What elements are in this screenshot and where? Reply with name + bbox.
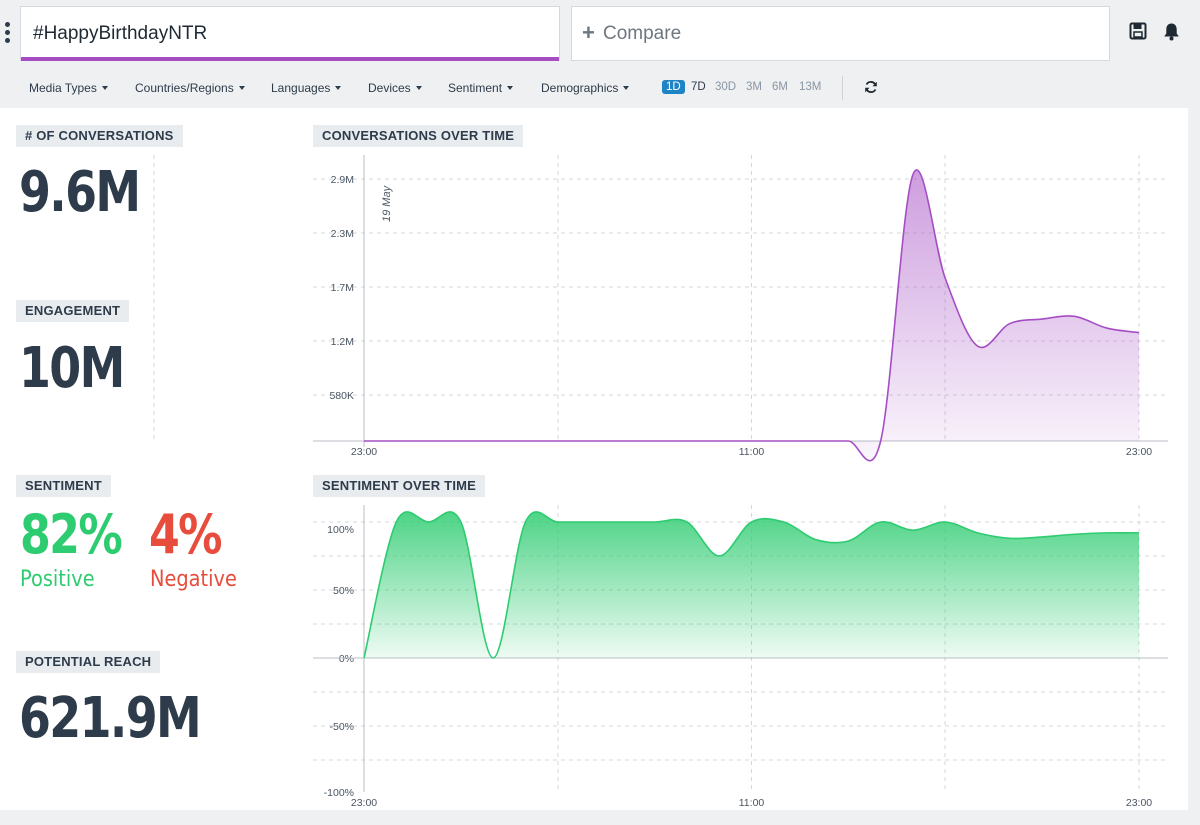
filter-label: Sentiment: [448, 81, 503, 95]
bell-icon[interactable]: [1162, 22, 1184, 44]
filter-media-types[interactable]: Media Types: [29, 81, 108, 95]
positive-value: 82%: [20, 503, 123, 566]
query-underline: [21, 57, 559, 61]
filter-demographics[interactable]: Demographics: [541, 81, 630, 95]
filter-label: Devices: [368, 81, 411, 95]
dashboard-panel: # OF CONVERSATIONS 9.6M ENGAGEMENT 10M S…: [0, 108, 1188, 810]
conversations-label: # OF CONVERSATIONS: [16, 125, 183, 147]
range-13m[interactable]: 13M: [799, 81, 822, 93]
reach-label: POTENTIAL REACH: [16, 651, 161, 673]
divider: [842, 76, 843, 100]
engagement-value: 10M: [19, 336, 125, 401]
engagement-label: ENGAGEMENT: [16, 300, 130, 322]
range-30d[interactable]: 30D: [715, 81, 737, 93]
kebab-menu-icon[interactable]: [4, 22, 12, 44]
filter-languages[interactable]: Languages: [271, 81, 342, 95]
range-7d[interactable]: 7D: [691, 81, 706, 93]
conversations-chart-title: CONVERSATIONS OVER TIME: [313, 125, 524, 147]
filter-label: Languages: [271, 81, 331, 95]
compare-label: Compare: [603, 23, 682, 44]
range-1d[interactable]: 1D: [662, 80, 685, 94]
filter-label: Demographics: [541, 81, 619, 95]
filter-label: Media Types: [29, 81, 97, 95]
sentiment-label: SENTIMENT: [16, 475, 111, 497]
refresh-icon[interactable]: [864, 80, 880, 96]
range-6m[interactable]: 6M: [772, 81, 788, 93]
caret-down-icon: [623, 85, 630, 90]
negative-value: 4%: [149, 503, 223, 566]
filter-sentiment[interactable]: Sentiment: [448, 81, 514, 95]
reach-value: 621.9M: [19, 686, 202, 751]
compare-input[interactable]: + Compare: [571, 6, 1110, 61]
top-bar: #HappyBirthdayNTR + Compare: [0, 0, 1200, 68]
range-3m[interactable]: 3M: [746, 81, 762, 93]
filter-label: Countries/Regions: [135, 81, 234, 95]
query-text: #HappyBirthdayNTR: [33, 23, 208, 44]
bottom-strip: [0, 810, 1200, 825]
positive-label: Positive: [20, 567, 95, 592]
filter-countries-regions[interactable]: Countries/Regions: [135, 81, 245, 95]
caret-down-icon: [507, 85, 514, 90]
query-input[interactable]: #HappyBirthdayNTR: [20, 6, 560, 61]
caret-down-icon: [335, 85, 342, 90]
plus-icon: +: [582, 20, 595, 45]
filter-bar: Media Types Countries/Regions Languages …: [0, 68, 1200, 108]
save-icon[interactable]: [1129, 22, 1151, 44]
conversations-value: 9.6M: [19, 160, 141, 225]
sentiment-chart-title: SENTIMENT OVER TIME: [313, 475, 486, 497]
caret-down-icon: [101, 85, 108, 90]
caret-down-icon: [415, 85, 422, 90]
negative-label: Negative: [150, 567, 237, 592]
filter-devices[interactable]: Devices: [368, 81, 422, 95]
caret-down-icon: [238, 85, 245, 90]
